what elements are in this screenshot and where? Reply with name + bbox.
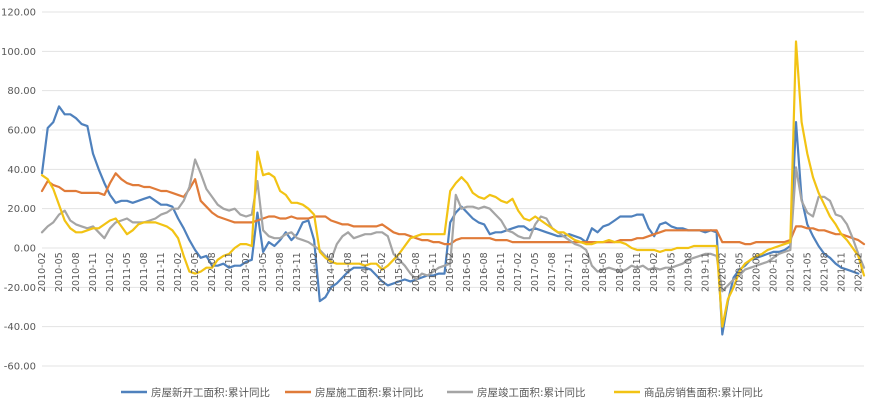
y-tick-label: -40.00 [4, 322, 36, 333]
x-tick-label: 2012-02 [173, 252, 184, 292]
x-tick-label: 2010-05 [54, 252, 65, 292]
x-tick-label: 2020-02 [717, 252, 728, 292]
x-tick-label: 2010-08 [71, 252, 82, 292]
series-line-1 [40, 105, 860, 336]
y-tick-label: 80.00 [7, 86, 36, 97]
legend-label: 房屋施工面积:累计同比 [315, 386, 424, 399]
x-tick-label: 2017-08 [547, 252, 558, 292]
x-tick-label: 2020-11 [768, 252, 779, 292]
x-tick-label: 2018-05 [598, 252, 609, 292]
x-tick-label: 2013-02 [241, 252, 252, 292]
x-tick-label: 2020-08 [751, 252, 762, 292]
x-tick-label: 2013-11 [292, 252, 303, 292]
x-tick-label: 2012-08 [207, 252, 218, 292]
x-tick-label: 2010-11 [88, 252, 99, 292]
legend-label: 房屋新开工面积:累计同比 [151, 386, 270, 399]
series-line-4 [40, 40, 866, 328]
x-tick-label: 2013-05 [258, 252, 269, 292]
legend-label: 房屋竣工面积:累计同比 [477, 386, 586, 399]
x-tick-label: 2021-02 [785, 252, 796, 292]
x-tick-label: 2018-02 [581, 252, 592, 292]
y-tick-label: 0.00 [14, 244, 36, 255]
x-tick-label: 2014-02 [309, 252, 320, 292]
x-tick-label: 2014-05 [326, 252, 337, 292]
x-tick-label: 2015-05 [394, 252, 405, 292]
x-tick-label: 2012-05 [190, 252, 201, 292]
x-tick-label: 2019-02 [649, 252, 660, 292]
x-tick-label: 2017-05 [530, 252, 541, 292]
x-tick-label: 2013-08 [275, 252, 286, 292]
x-tick-label: 2016-02 [445, 252, 456, 292]
x-tick-label: 2020-05 [734, 252, 745, 292]
series-line-3 [40, 158, 866, 293]
x-tick-label: 2021-11 [836, 252, 847, 292]
y-tick-label: -20.00 [4, 283, 36, 294]
x-tick-label: 2010-02 [37, 252, 48, 292]
x-tick-label: 2011-02 [105, 252, 116, 292]
x-tick-label: 2011-11 [156, 252, 167, 292]
grid-layer [42, 11, 864, 367]
y-tick-label: -60.00 [4, 362, 36, 373]
x-tick-label: 2011-05 [122, 252, 133, 292]
x-tick-label: 2019-08 [683, 252, 694, 292]
x-tick-label: 2017-11 [564, 252, 575, 292]
x-tick-label: 2015-02 [377, 252, 388, 292]
legend-label: 商品房销售面积:累计同比 [644, 386, 763, 399]
x-axis-ticks: 2010-02 2010-05 2010-08 2010-11 2011-02 2011-… [37, 252, 864, 292]
series-layer [40, 40, 866, 336]
x-tick-label: 2014-11 [360, 252, 371, 292]
y-tick-label: 120.00 [1, 8, 36, 19]
legend: 房屋新开工面积:累计同比 房屋施工面积:累计同比 房屋竣工面积:累计同比 商品房销售面… [121, 386, 763, 399]
x-tick-label: 2015-11 [428, 252, 439, 292]
y-axis-ticks: 120.00 100.00 80.00 60.00 40.00 20.00 0.00 -20.… [1, 8, 36, 373]
x-tick-label: 2019-11 [700, 252, 711, 292]
x-tick-label: 2019-05 [666, 252, 677, 292]
x-tick-label: 2012-11 [224, 252, 235, 292]
y-tick-label: 100.00 [1, 47, 36, 58]
x-tick-label: 2014-08 [343, 252, 354, 292]
y-tick-label: 60.00 [7, 126, 36, 137]
y-tick-label: 20.00 [7, 204, 36, 215]
x-tick-label: 2017-02 [513, 252, 524, 292]
x-tick-label: 2016-05 [462, 252, 473, 292]
x-tick-label: 2021-08 [819, 252, 830, 292]
y-tick-label: 40.00 [7, 165, 36, 176]
x-tick-label: 2016-11 [496, 252, 507, 292]
x-tick-label: 2015-08 [411, 252, 422, 292]
x-tick-label: 2021-05 [802, 252, 813, 292]
x-tick-label: 2016-08 [479, 252, 490, 292]
x-tick-label: 2018-08 [615, 252, 626, 292]
x-tick-label: 2022-02 [853, 252, 864, 292]
x-tick-label: 2018-11 [632, 252, 643, 292]
x-tick-label: 2011-08 [139, 252, 150, 292]
